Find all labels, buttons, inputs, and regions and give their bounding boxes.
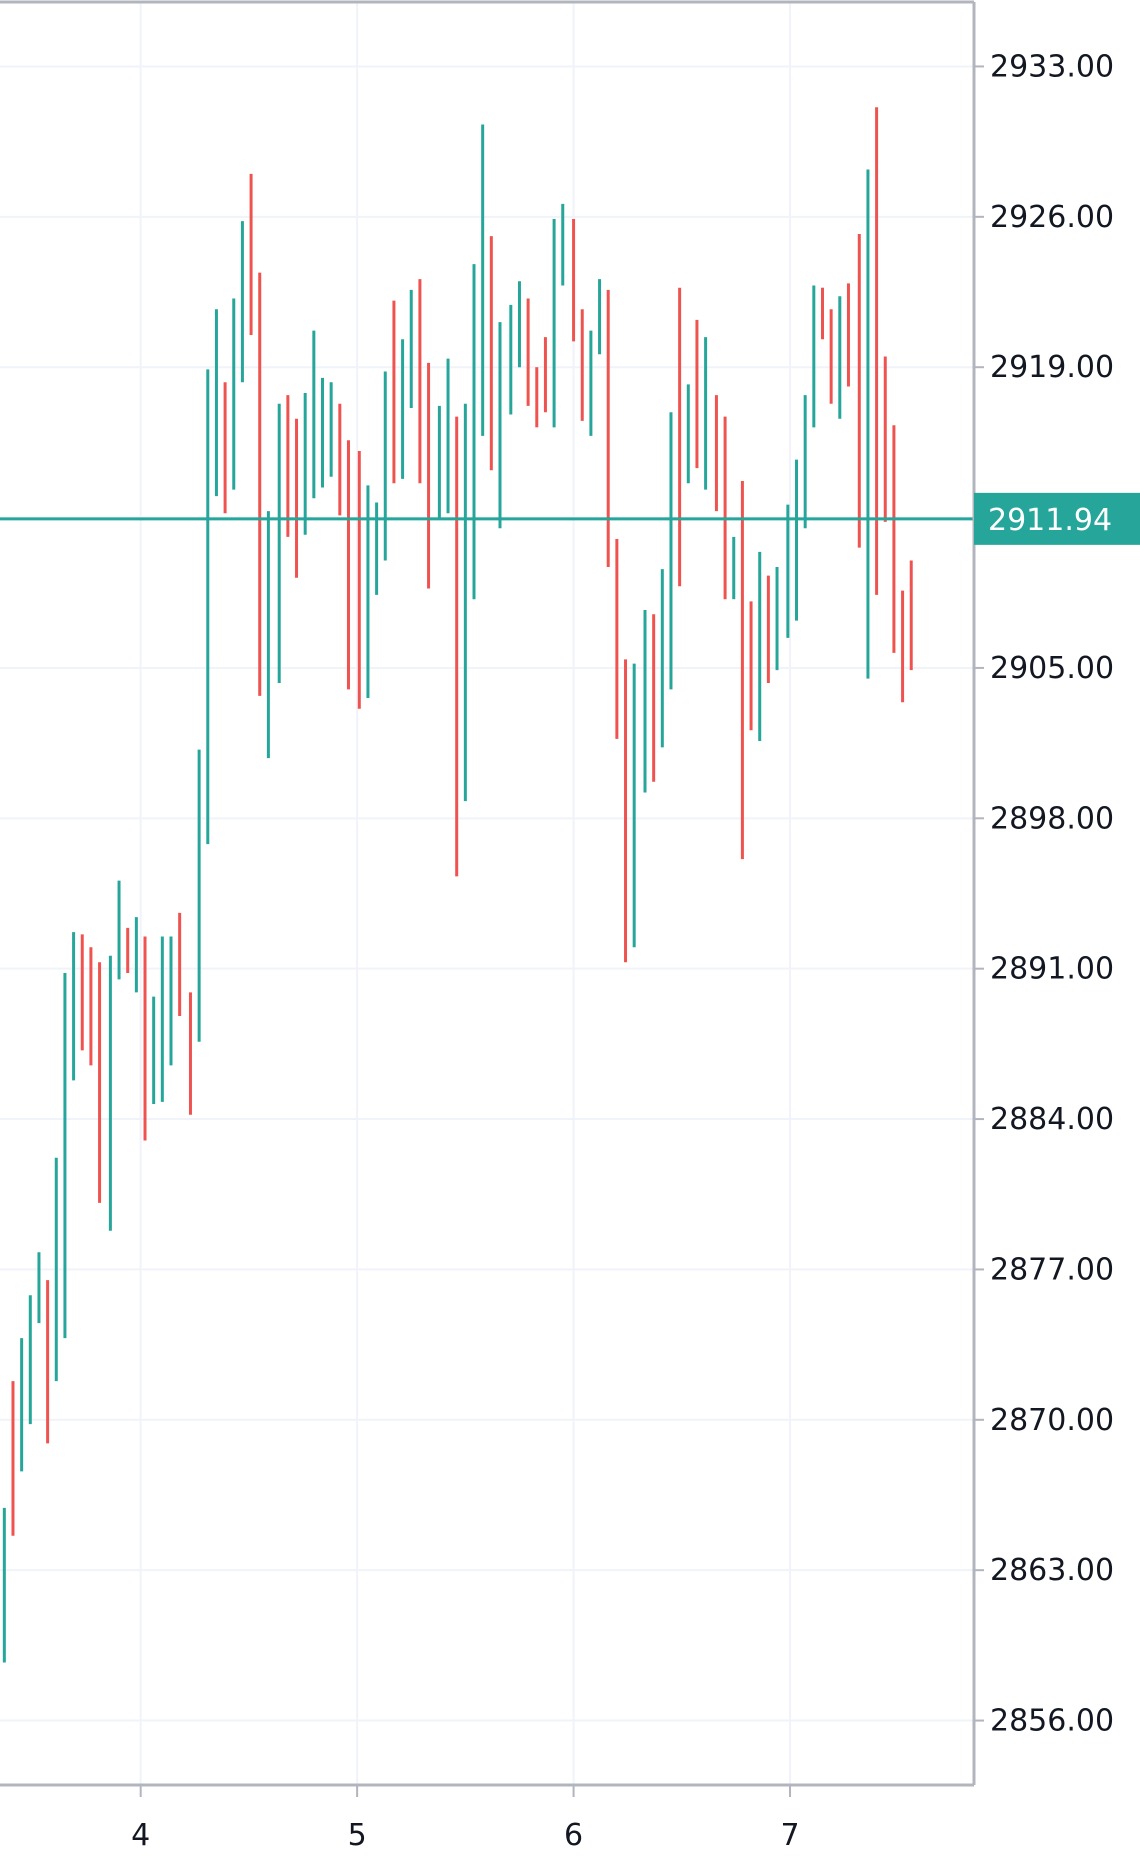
grid <box>0 2 974 1785</box>
price-axis-label: 2905.00 <box>990 651 1114 686</box>
time-axis-label: 5 <box>348 1818 367 1853</box>
price-axis-label: 2884.00 <box>990 1102 1114 1137</box>
price-axis-label: 2877.00 <box>990 1252 1114 1287</box>
price-axis-label: 2933.00 <box>990 49 1114 84</box>
price-axis-label: 2856.00 <box>990 1704 1114 1739</box>
current-price-label: 2911.94 <box>974 492 1140 545</box>
time-axis-label: 6 <box>564 1818 583 1853</box>
time-axis-label: 7 <box>780 1818 799 1853</box>
price-axis-label: 2863.00 <box>990 1553 1114 1588</box>
price-axis-label: 2891.00 <box>990 952 1114 987</box>
current-price-label-text: 2911.94 <box>988 503 1112 538</box>
price-axis-label: 2870.00 <box>990 1403 1114 1438</box>
time-axis-label: 4 <box>131 1818 150 1853</box>
current-price-label-bg <box>974 492 1140 545</box>
price-axis-label: 2898.00 <box>990 801 1114 836</box>
price-axis-label: 2919.00 <box>990 350 1114 385</box>
time-axis[interactable]: 4 5 6 7 <box>131 1785 800 1853</box>
price-axis[interactable]: 2856.00 2863.00 2870.00 2877.00 2884.00 2891.… <box>974 49 1114 1739</box>
price-bars <box>2 107 913 1663</box>
price-axis-label: 2926.00 <box>990 200 1114 235</box>
